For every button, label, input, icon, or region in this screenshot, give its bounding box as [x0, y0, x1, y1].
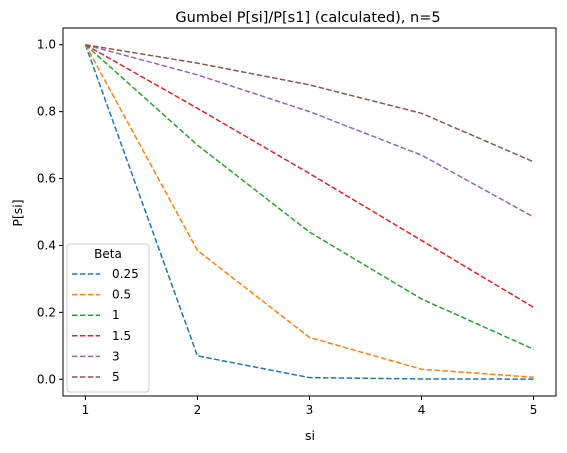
legend-label: 0.5: [112, 288, 131, 302]
legend-label: 5: [112, 370, 120, 384]
y-tick-label: 0.2: [37, 305, 56, 319]
y-axis: 0.0 0.2 0.4 0.6 0.8 1.0: [37, 38, 63, 386]
y-tick-label: 0.8: [37, 105, 56, 119]
legend-title: Beta: [94, 247, 122, 261]
series-line-4: [85, 44, 534, 218]
legend-label: 0.25: [112, 267, 139, 281]
x-axis: 1 2 3 4 5: [82, 396, 538, 417]
legend-label: 1.5: [112, 329, 131, 343]
y-tick-label: 0.6: [37, 172, 56, 186]
x-tick-label: 1: [82, 403, 90, 417]
x-tick-label: 4: [418, 403, 426, 417]
series-line-0: [84, 44, 534, 380]
legend-label: 3: [112, 349, 120, 363]
series-line-5: [85, 43, 534, 163]
series-layer: [84, 43, 534, 380]
x-tick-label: 5: [530, 403, 538, 417]
chart-title: Gumbel P[si]/P[s1] (calculated), n=5: [175, 10, 440, 26]
legend: Beta 0.25 0.5 1 1.5 3 5: [66, 243, 150, 393]
x-tick-label: 2: [194, 403, 202, 417]
legend-box: [66, 243, 150, 393]
y-tick-label: 0.4: [37, 238, 56, 252]
series-line-2: [84, 44, 534, 350]
series-line-3: [85, 44, 534, 308]
x-axis-label: si: [305, 428, 315, 443]
y-axis-label: P[si]: [10, 199, 25, 226]
series-line-1: [84, 44, 534, 379]
x-tick-label: 3: [306, 403, 314, 417]
y-tick-label: 1.0: [37, 38, 56, 52]
legend-label: 1: [112, 308, 120, 322]
y-tick-label: 0.0: [37, 372, 56, 386]
